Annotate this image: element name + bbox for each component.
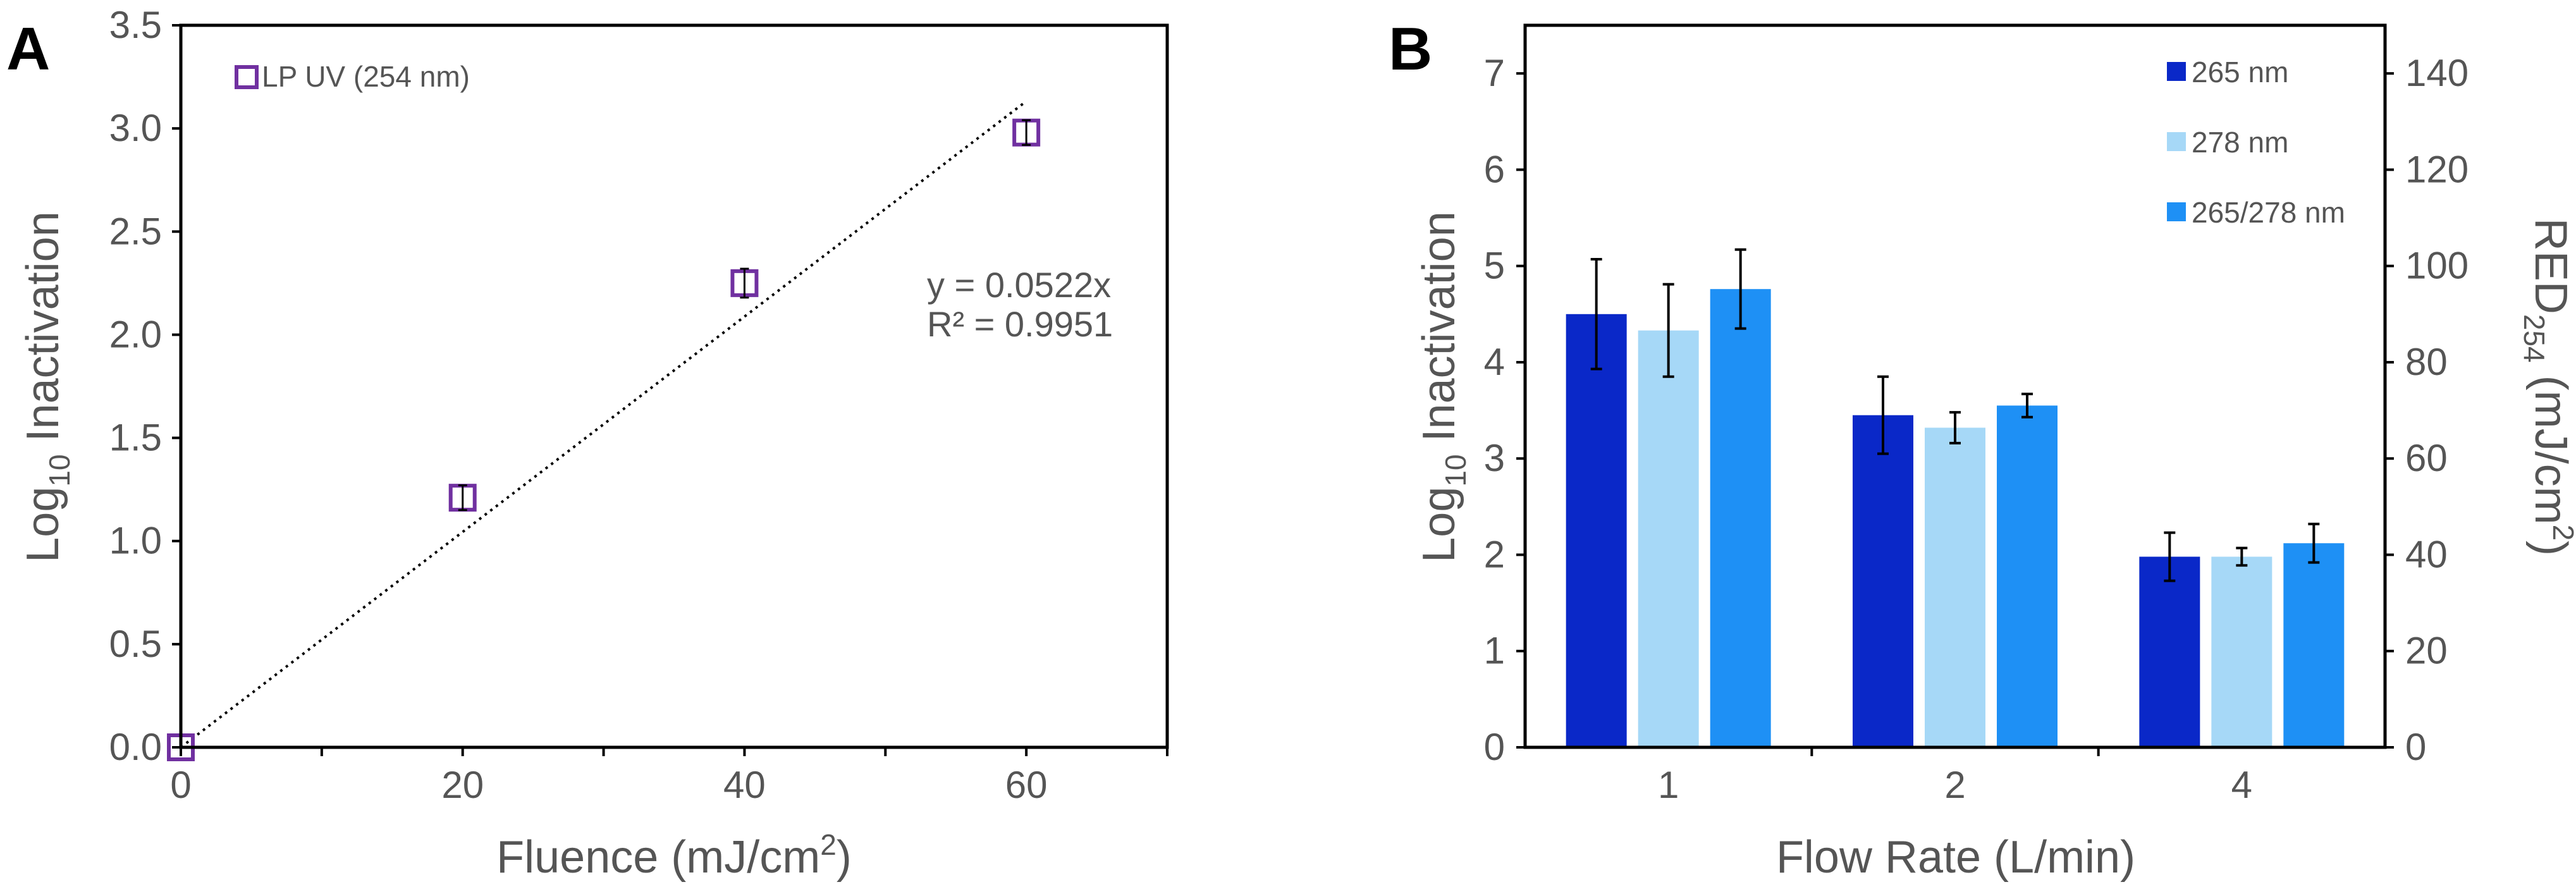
- panel-b: B 0 1 2 3 4 5 6 7 0 20 40 60 80 100 120 140 1 2 4 265 nm…: [1389, 15, 2576, 883]
- panel-b-bar: [2283, 543, 2345, 747]
- panel-b-x-tick-label: 1: [1658, 764, 1679, 806]
- legend-swatch-265-278nm: [2167, 202, 2186, 221]
- panel-b-y-tick-label: 3: [1484, 437, 1505, 479]
- panel-b-bar: [1638, 330, 1699, 747]
- panel-b-y2-axis-title: RED254 (mJ/cm2): [2518, 218, 2576, 556]
- panel-a-trendline: [180, 100, 1027, 749]
- panel-a-y-ticks: 0.0 0.5 1.0 1.5 2.0 2.5 3.0 3.5: [109, 4, 181, 768]
- panel-b-plot-area: [1523, 23, 2387, 749]
- panel-a-y-tick-label: 1.5: [109, 417, 162, 459]
- panel-b-y2-tick-label: 80: [2405, 341, 2448, 383]
- panel-b-bar: [1710, 289, 1771, 747]
- legend-label-265-278nm: 265/278 nm: [2192, 196, 2345, 229]
- panel-b-y2-tick-label: 40: [2405, 533, 2448, 575]
- panel-a-y-tick-label: 0.5: [109, 623, 162, 665]
- panel-b-y-ticks: 0 1 2 3 4 5 6 7: [1484, 52, 1525, 768]
- panel-a-legend-label: LP UV (254 nm): [262, 60, 470, 93]
- panel-a-r-squared: R² = 0.9951: [927, 304, 1113, 344]
- panel-b-y2-tick-label: 100: [2405, 245, 2469, 287]
- panel-b-y2-tick-label: 0: [2405, 726, 2426, 768]
- panel-a-y-tick-label: 3.5: [109, 4, 162, 46]
- legend-label-265nm: 265 nm: [2192, 56, 2288, 89]
- panel-b-y-tick-label: 5: [1484, 245, 1505, 287]
- panel-a-y-axis-title: Log10 Inactivation: [18, 211, 76, 563]
- panel-b-bar: [1853, 415, 1913, 747]
- panel-a-legend: LP UV (254 nm): [235, 60, 470, 93]
- panel-a-x-tick-label: 0: [170, 764, 191, 806]
- legend-swatch-278nm: [2167, 132, 2186, 151]
- panel-a-x-ticks: 0 20 40 60: [170, 747, 1168, 806]
- panel-a-x-tick-label: 60: [1005, 764, 1048, 806]
- panel-a: A 0.0 0.5 1.0 1.5 2.0 2.5 3.0 3.5 0 20 40 60 LP UV…: [6, 4, 1169, 883]
- panel-b-y-axis-title: Log10 Inactivation: [1414, 211, 1472, 563]
- panel-b-y2-tick-label: 60: [2405, 437, 2448, 479]
- panel-b-y2-tick-label: 20: [2405, 630, 2448, 672]
- panel-b-y-tick-label: 1: [1484, 630, 1505, 672]
- panel-b-y-tick-label: 7: [1484, 52, 1505, 94]
- panel-b-bar: [1997, 405, 2058, 747]
- panel-a-letter: A: [6, 15, 50, 83]
- panel-b-y-tick-label: 4: [1484, 341, 1505, 383]
- panel-b-bar: [1566, 314, 1627, 747]
- panel-b-y2-tick-label: 120: [2405, 148, 2469, 190]
- panel-b-bar: [2211, 556, 2272, 747]
- panel-a-y-tick-label: 1.0: [109, 520, 162, 562]
- panel-a-x-tick-label: 40: [723, 764, 766, 806]
- panel-b-y2-ticks: 0 20 40 60 80 100 120 140: [2385, 52, 2469, 768]
- panel-b-x-axis-title: Flow Rate (L/min): [1776, 832, 2135, 883]
- panel-b-x-tick-labels: 1 2 4: [1658, 747, 2252, 806]
- panel-b-y2-tick-label: 140: [2405, 52, 2469, 94]
- panel-a-y-tick-label: 2.0: [109, 313, 162, 355]
- panel-a-x-tick-label: 20: [441, 764, 484, 806]
- panel-a-y-tick-label: 3.0: [109, 107, 162, 149]
- panel-b-x-tick-label: 4: [2231, 764, 2252, 806]
- panel-b-legend: 265 nm 278 nm 265/278 nm: [2167, 56, 2345, 229]
- panel-b-y-tick-label: 6: [1484, 148, 1505, 190]
- panel-a-equation: y = 0.0522x: [927, 265, 1111, 305]
- legend-label-278nm: 278 nm: [2192, 126, 2288, 159]
- panel-b-letter: B: [1389, 15, 1432, 83]
- panel-a-y-tick-label: 0.0: [109, 726, 162, 768]
- panel-b-y-tick-label: 0: [1484, 726, 1505, 768]
- panel-a-y-tick-label: 2.5: [109, 210, 162, 252]
- panel-b-error-bars: [1590, 248, 2320, 582]
- panel-b-bar: [2139, 556, 2200, 747]
- panel-b-bars: [1566, 289, 2345, 747]
- panel-a-legend-marker: [235, 65, 259, 89]
- panel-a-x-axis-title: Fluence (mJ/cm2): [496, 828, 852, 883]
- panel-a-plot-area: [179, 23, 1169, 749]
- panel-a-points: [167, 118, 1041, 761]
- panel-b-y-tick-label: 2: [1484, 533, 1505, 575]
- panel-b-bar: [1925, 427, 1985, 747]
- panel-b-x-tick-label: 2: [1944, 764, 1965, 806]
- legend-swatch-265nm: [2167, 62, 2186, 81]
